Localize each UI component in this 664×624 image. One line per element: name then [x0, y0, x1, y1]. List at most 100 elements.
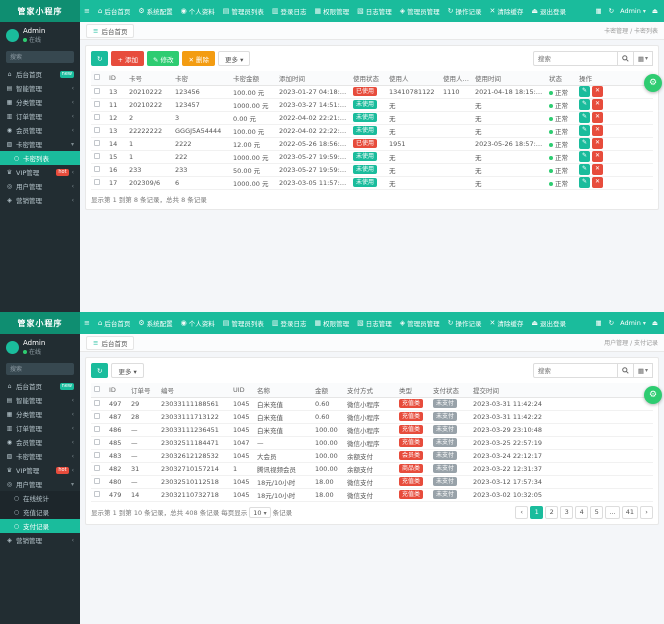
- column-header[interactable]: 支付状态: [430, 383, 470, 398]
- row-checkbox[interactable]: [94, 464, 100, 471]
- refresh-icon[interactable]: ↻: [608, 7, 615, 15]
- sidebar-item[interactable]: ▧ 卡密管理 ▾: [0, 137, 80, 151]
- delete-row-button[interactable]: ✕: [592, 177, 603, 188]
- nav-item[interactable]: ⌂ 后台首页: [94, 0, 134, 22]
- columns-toggle-button[interactable]: ▦ ▾: [633, 51, 653, 66]
- logout-icon[interactable]: ⏏: [651, 319, 658, 327]
- column-header[interactable]: ID: [106, 71, 126, 86]
- row-checkbox[interactable]: [94, 152, 100, 159]
- row-checkbox[interactable]: [94, 399, 100, 406]
- edit-row-button[interactable]: ✎: [579, 112, 590, 123]
- nav-item[interactable]: ↻ 操作记录: [444, 0, 486, 22]
- logout-icon[interactable]: ⏏: [651, 7, 658, 15]
- row-checkbox[interactable]: [94, 100, 100, 107]
- sidebar-item[interactable]: ○ 在线统计: [0, 491, 80, 505]
- delete-row-button[interactable]: ✕: [592, 138, 603, 149]
- user-menu[interactable]: Admin ▾: [620, 7, 646, 15]
- nav-item[interactable]: ↻ 操作记录: [444, 312, 486, 334]
- row-checkbox[interactable]: [94, 412, 100, 419]
- row-checkbox[interactable]: [94, 139, 100, 146]
- sidebar-item[interactable]: ◎ 用户管理 ‹: [0, 179, 80, 193]
- page-button[interactable]: 41: [621, 505, 638, 519]
- page-button[interactable]: 2: [545, 505, 559, 519]
- delete-row-button[interactable]: ✕: [592, 99, 603, 110]
- nav-item[interactable]: ✕ 清除缓存: [485, 0, 527, 22]
- delete-button[interactable]: ✕ 删除: [182, 51, 215, 66]
- breadcrumb-home-tab[interactable]: ≡ 后台首页: [86, 335, 135, 350]
- edit-row-button[interactable]: ✎: [579, 177, 590, 188]
- sidebar-item[interactable]: ▤ 智能管理 ‹: [0, 81, 80, 95]
- add-button[interactable]: + 添加: [111, 51, 144, 66]
- page-button[interactable]: 1: [530, 505, 544, 519]
- quick-settings-button[interactable]: ⚙: [644, 74, 662, 92]
- page-button[interactable]: 4: [575, 505, 589, 519]
- row-checkbox[interactable]: [94, 165, 100, 172]
- column-header[interactable]: 添加时间: [276, 71, 350, 86]
- column-header[interactable]: 金额: [312, 383, 344, 398]
- brand-logo[interactable]: 管家小程序: [0, 312, 80, 334]
- edit-row-button[interactable]: ✎: [579, 138, 590, 149]
- nav-item[interactable]: ▦ 权限管理: [310, 312, 353, 334]
- sidebar-item[interactable]: ▦ 分类管理 ‹: [0, 95, 80, 109]
- edit-row-button[interactable]: ✎: [579, 151, 590, 162]
- page-button[interactable]: 3: [560, 505, 574, 519]
- select-all-checkbox[interactable]: [94, 385, 100, 392]
- sidebar-item[interactable]: ◉ 会员管理 ‹: [0, 123, 80, 137]
- edit-row-button[interactable]: ✎: [579, 86, 590, 97]
- nav-item[interactable]: ⏏ 退出登录: [527, 0, 570, 22]
- nav-item[interactable]: ≡: [80, 312, 94, 334]
- row-checkbox[interactable]: [94, 451, 100, 458]
- column-header[interactable]: 操作: [576, 71, 653, 86]
- user-menu[interactable]: Admin ▾: [620, 319, 646, 327]
- nav-item[interactable]: ◈ 管理员管理: [396, 312, 444, 334]
- column-header[interactable]: 使用人: [386, 71, 440, 86]
- column-header[interactable]: 提交时间: [470, 383, 653, 398]
- delete-row-button[interactable]: ✕: [592, 125, 603, 136]
- column-header[interactable]: UID: [230, 383, 254, 398]
- column-header[interactable]: 使用时间: [472, 71, 546, 86]
- column-header[interactable]: 编号: [158, 383, 230, 398]
- nav-item[interactable]: ▧ 日志管理: [353, 0, 396, 22]
- edit-row-button[interactable]: ✎: [579, 99, 590, 110]
- page-size-select[interactable]: 10 ▾: [249, 506, 271, 518]
- nav-item[interactable]: ▤ 管理员列表: [219, 0, 268, 22]
- sidebar-item[interactable]: ▤ 智能管理 ‹: [0, 393, 80, 407]
- page-button[interactable]: ‹: [515, 505, 529, 519]
- page-button[interactable]: ›: [640, 505, 653, 519]
- delete-row-button[interactable]: ✕: [592, 112, 603, 123]
- sidebar-item[interactable]: ◎ 用户管理 ▾: [0, 477, 80, 491]
- table-search-input[interactable]: [532, 51, 618, 66]
- column-header[interactable]: 卡号: [126, 71, 172, 86]
- select-all-checkbox[interactable]: [94, 73, 100, 80]
- edit-button[interactable]: ✎ 修改: [146, 51, 180, 66]
- delete-row-button[interactable]: ✕: [592, 151, 603, 162]
- delete-row-button[interactable]: ✕: [592, 86, 603, 97]
- sidebar-item[interactable]: ◉ 会员管理 ‹: [0, 435, 80, 449]
- column-header[interactable]: ID: [106, 383, 128, 398]
- table-search-input[interactable]: [532, 363, 618, 378]
- nav-item[interactable]: ⌂ 后台首页: [94, 312, 134, 334]
- sidebar-item[interactable]: ▦ 分类管理 ‹: [0, 407, 80, 421]
- nav-item[interactable]: ⚙ 系统配置: [134, 312, 176, 334]
- nav-item[interactable]: ▦ 权限管理: [310, 0, 353, 22]
- sidebar-item[interactable]: ♛ VIP管理 hot ‹: [0, 165, 80, 179]
- sidebar-item[interactable]: ⌂ 后台首页 new: [0, 379, 80, 393]
- edit-row-button[interactable]: ✎: [579, 125, 590, 136]
- column-header[interactable]: 使用人ID: [440, 71, 472, 86]
- sidebar-item[interactable]: ⌂ 后台首页 new: [0, 67, 80, 81]
- nav-item[interactable]: ▥ 登录日志: [268, 0, 311, 22]
- row-checkbox[interactable]: [94, 126, 100, 133]
- nav-item[interactable]: ◉ 个人资料: [177, 0, 219, 22]
- nav-item[interactable]: ⚙ 系统配置: [134, 0, 176, 22]
- row-checkbox[interactable]: [94, 425, 100, 432]
- sidebar-item[interactable]: ♛ VIP管理 hot ‹: [0, 463, 80, 477]
- edit-row-button[interactable]: ✎: [579, 164, 590, 175]
- sidebar-item[interactable]: ▥ 订单管理 ‹: [0, 109, 80, 123]
- page-button[interactable]: 5: [590, 505, 604, 519]
- row-checkbox[interactable]: [94, 87, 100, 94]
- delete-row-button[interactable]: ✕: [592, 164, 603, 175]
- search-button[interactable]: [617, 51, 634, 66]
- sidebar-item[interactable]: ○ 卡密列表: [0, 151, 80, 165]
- columns-toggle-button[interactable]: ▦ ▾: [633, 363, 653, 378]
- refresh-button[interactable]: ↻: [91, 363, 109, 378]
